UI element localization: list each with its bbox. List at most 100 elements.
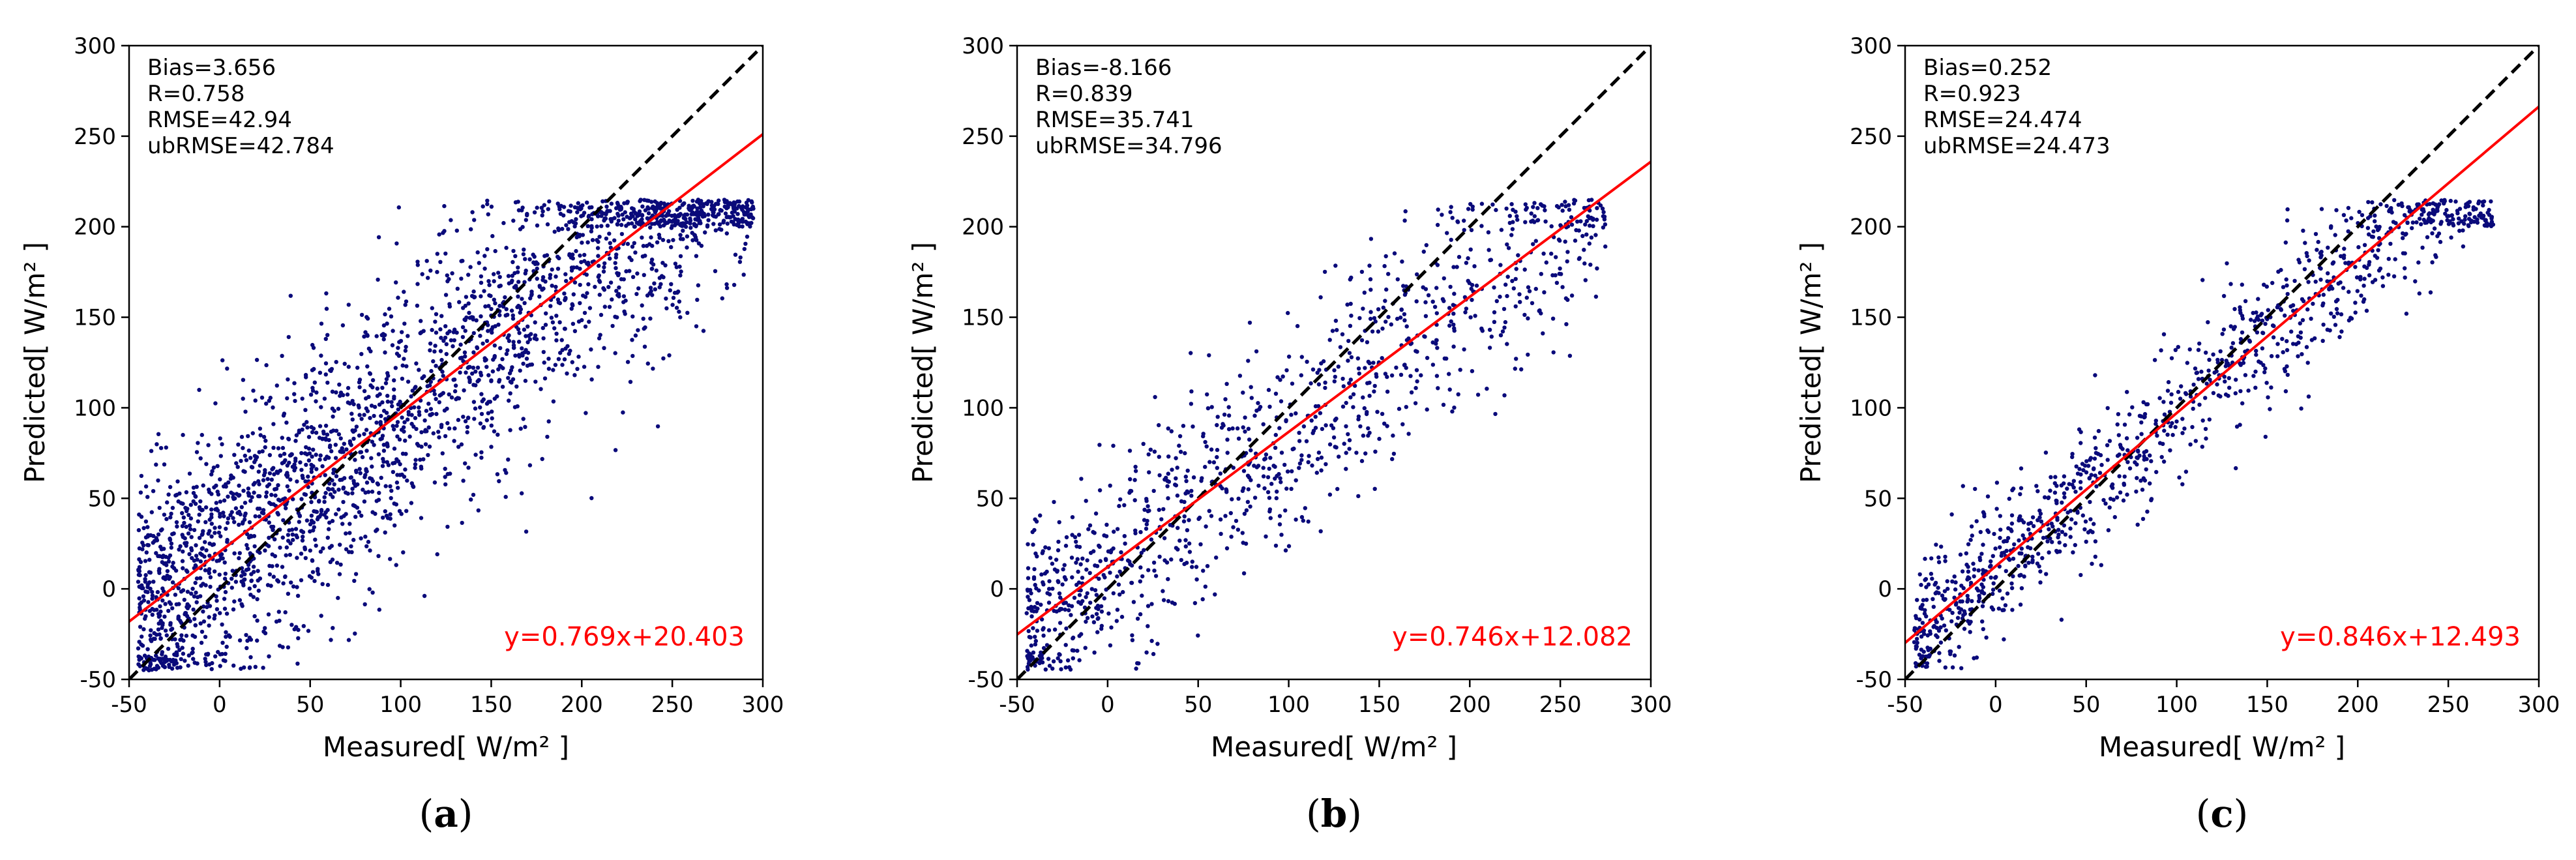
- scatter-point: [1301, 518, 1306, 523]
- scatter-point: [511, 316, 516, 321]
- scatter-point: [1327, 442, 1333, 447]
- scatter-point: [336, 487, 341, 492]
- panel-label: (b): [1306, 792, 1362, 836]
- scatter-point: [1582, 261, 1587, 266]
- scatter-point: [507, 398, 511, 403]
- scatter-point: [1033, 517, 1037, 522]
- scatter-point: [2093, 539, 2098, 544]
- scatter-point: [1095, 616, 1100, 621]
- scatter-point: [1466, 207, 1471, 211]
- scatter-point: [320, 582, 325, 586]
- scatter-point: [1059, 667, 1063, 672]
- scatter-point: [2117, 474, 2122, 479]
- scatter-point: [2333, 299, 2339, 304]
- scatter-point: [2149, 459, 2154, 464]
- scatter-point: [1929, 556, 1934, 561]
- chart-panel-3: -50 0 50 100 150 200 250 300-500501001502002503…: [1795, 33, 2560, 836]
- scatter-point: [431, 431, 436, 436]
- scatter-point: [575, 205, 580, 210]
- scatter-point: [2320, 338, 2325, 343]
- scatter-point: [1183, 451, 1187, 456]
- scatter-point: [324, 515, 329, 520]
- scatter-point: [1921, 649, 1926, 654]
- scatter-point: [1351, 392, 1356, 396]
- scatter-point: [141, 543, 146, 548]
- scatter-point: [1404, 405, 1408, 409]
- scatter-point: [679, 269, 683, 274]
- scatter-point: [166, 492, 171, 497]
- scatter-point: [2074, 464, 2079, 469]
- y-axis-label: Predicted[ W/m² ]: [1795, 242, 1827, 483]
- scatter-point: [479, 450, 484, 454]
- scatter-point: [2285, 348, 2290, 353]
- scatter-point: [1402, 312, 1407, 317]
- scatter-point: [1356, 414, 1361, 419]
- scatter-point: [1035, 629, 1040, 633]
- scatter-point: [1097, 544, 1102, 549]
- scatter-point: [246, 486, 251, 491]
- scatter-point: [341, 485, 346, 490]
- scatter-point: [462, 350, 467, 355]
- scatter-point: [1502, 393, 1507, 398]
- scatter-point: [1468, 201, 1473, 207]
- scatter-point: [1177, 539, 1182, 543]
- scatter-point: [1953, 602, 1959, 607]
- scatter-point: [400, 415, 404, 420]
- scatter-point: [1395, 277, 1400, 282]
- scatter-point: [313, 537, 318, 542]
- scatter-point: [1191, 424, 1195, 429]
- scatter-point: [634, 291, 639, 297]
- scatter-point: [301, 535, 305, 539]
- scatter-point: [1097, 488, 1103, 493]
- scatter-point: [475, 365, 481, 370]
- scatter-point: [2135, 522, 2140, 527]
- scatter-point: [2068, 526, 2073, 531]
- scatter-point: [1912, 628, 1917, 632]
- scatter-point: [481, 397, 486, 402]
- scatter-point: [1466, 278, 1470, 283]
- scatter-point: [1273, 476, 1277, 481]
- scatter-point: [321, 546, 325, 551]
- stat-line: RMSE=24.474: [1923, 107, 2082, 133]
- scatter-point: [2086, 464, 2091, 468]
- scatter-point: [2393, 257, 2397, 261]
- stat-line: RMSE=35.741: [1035, 107, 1194, 133]
- scatter-point: [2266, 395, 2270, 400]
- scatter-point: [319, 353, 323, 358]
- scatter-point: [2043, 495, 2047, 499]
- scatter-point: [533, 379, 538, 384]
- scatter-point: [351, 436, 356, 441]
- scatter-point: [452, 389, 458, 394]
- scatter-point: [138, 655, 142, 660]
- scatter-point: [263, 494, 269, 499]
- scatter-point: [1041, 633, 1046, 638]
- scatter-point: [654, 268, 659, 273]
- scatter-point: [1075, 648, 1080, 653]
- scatter-point: [2122, 423, 2127, 427]
- scatter-point: [2047, 550, 2051, 555]
- scatter-point: [1041, 580, 1045, 585]
- scatter-point: [1423, 300, 1428, 304]
- scatter-point: [354, 469, 359, 475]
- scatter-point: [1524, 205, 1529, 211]
- scatter-point: [1524, 295, 1529, 300]
- scatter-point: [1404, 324, 1409, 329]
- scatter-point: [353, 514, 358, 519]
- scatter-point: [306, 474, 310, 479]
- scatter-point: [1177, 434, 1183, 439]
- scatter-point: [548, 273, 553, 277]
- scatter-point: [1038, 513, 1043, 518]
- scatter-point: [2195, 370, 2200, 375]
- scatter-point: [402, 321, 407, 326]
- scatter-point: [1479, 224, 1484, 228]
- scatter-point: [2342, 253, 2347, 258]
- scatter-point: [2472, 215, 2477, 220]
- scatter-point: [651, 366, 655, 371]
- scatter-point: [733, 252, 738, 257]
- scatter-point: [400, 376, 405, 381]
- scatter-point: [1558, 266, 1562, 271]
- scatter-point: [745, 220, 749, 225]
- scatter-point: [419, 444, 424, 449]
- scatter-point: [226, 516, 231, 521]
- scatter-point: [392, 387, 396, 392]
